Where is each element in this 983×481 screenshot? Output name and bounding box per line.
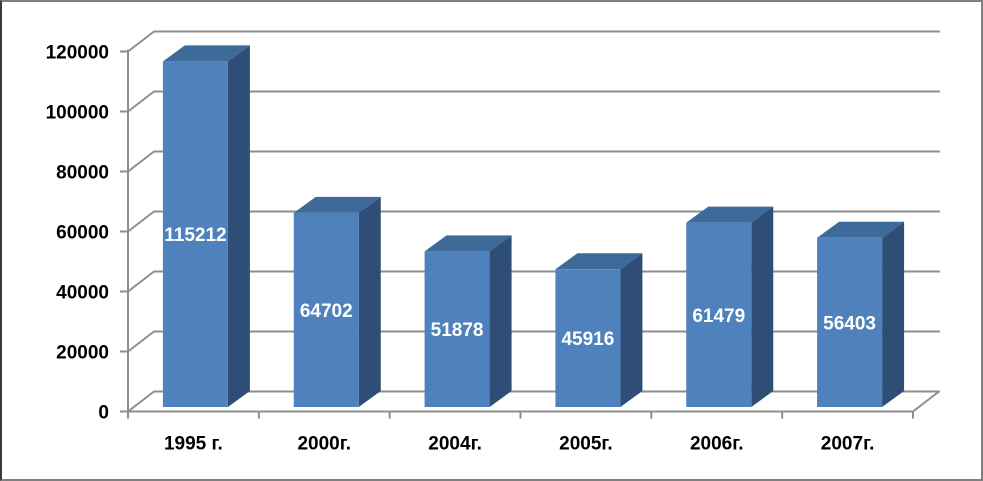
y-grid-depth-connector	[127, 390, 155, 413]
bar	[424, 251, 490, 407]
y-tick-label: 0	[98, 403, 109, 424]
bar	[555, 269, 621, 407]
bar-data-label: 51878	[431, 320, 484, 341]
bar-data-label: 56403	[823, 313, 876, 334]
bar-side-face	[227, 45, 250, 407]
bar-top-face	[817, 221, 905, 238]
bar-data-label: 45916	[561, 329, 614, 350]
y-grid-depth-connector	[127, 210, 155, 233]
bar-top-face	[293, 196, 381, 213]
bar-side-face	[882, 221, 905, 407]
bar-side-face	[489, 235, 512, 407]
floor-right-edge	[912, 390, 940, 413]
x-category-label: 2007г.	[821, 434, 875, 455]
bar-data-label: 61479	[692, 306, 745, 327]
y-tick-label: 100000	[46, 103, 109, 124]
y-tick-label: 60000	[56, 223, 109, 244]
bar-top-face	[555, 253, 643, 270]
bar-top-face	[424, 235, 512, 252]
x-category-label: 1995 г.	[164, 434, 223, 455]
bar	[817, 237, 883, 407]
bar-top-face	[162, 45, 250, 62]
x-category-label: 2004г.	[428, 434, 482, 455]
x-category-label: 2006г.	[690, 434, 744, 455]
x-category-label: 2000г.	[297, 434, 351, 455]
bar	[293, 212, 359, 407]
bar	[686, 222, 752, 407]
bar-data-label: 64702	[300, 301, 353, 322]
bar-data-label: 115212	[164, 225, 226, 246]
bar	[162, 61, 228, 407]
bar-side-face	[751, 206, 774, 407]
y-tick-label: 120000	[46, 43, 109, 64]
y-grid-depth-connector	[127, 30, 155, 53]
y-grid-depth-connector	[127, 270, 155, 293]
y-grid-depth-connector	[127, 330, 155, 353]
bar-side-face	[620, 253, 643, 407]
y-tick-label: 40000	[56, 283, 109, 304]
y-tick-label: 80000	[56, 163, 109, 184]
bar-side-face	[358, 196, 381, 407]
x-category-label: 2005г.	[559, 434, 613, 455]
bar-top-face	[686, 206, 774, 223]
y-tick-label: 20000	[56, 343, 109, 364]
y-grid-depth-connector	[127, 90, 155, 113]
y-grid-depth-connector	[127, 150, 155, 173]
